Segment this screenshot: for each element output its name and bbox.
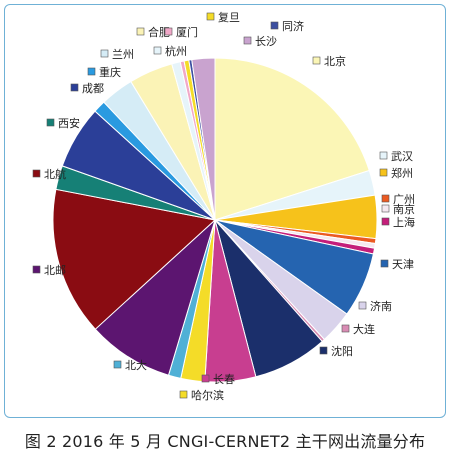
- legend-marker-20: [136, 27, 145, 36]
- slice-label-13: 北大: [125, 358, 147, 372]
- slice-label-14: 北邮: [44, 264, 66, 277]
- slice-label-18: 重庆: [99, 65, 121, 79]
- slice-label-19: 兰州: [112, 48, 134, 61]
- slice-label-10: 沈阳: [331, 344, 353, 358]
- slice-label-2: 武汉: [391, 150, 413, 163]
- legend-marker-3: [379, 168, 388, 177]
- slice-label-7: 天津: [392, 258, 414, 271]
- legend-marker-17: [70, 83, 79, 92]
- pie-slice-14: [94, 218, 216, 376]
- legend-marker-14: [32, 265, 41, 274]
- legend-marker-18: [87, 67, 96, 76]
- slice-label-25: 长沙: [255, 35, 277, 48]
- legend-marker-19: [100, 49, 109, 58]
- slice-label-17: 成都: [82, 82, 104, 95]
- figure-caption: 图 2 2016 年 5 月 CNGI-CERNET2 主干网出流量分布: [24, 432, 426, 451]
- legend-marker-21: [153, 46, 162, 55]
- legend-marker-25: [243, 36, 252, 45]
- slice-label-15: 北航: [44, 167, 66, 181]
- slice-label-16: 西安: [58, 116, 80, 130]
- legend-marker-9: [341, 324, 350, 333]
- slice-label-21: 杭州: [165, 44, 187, 58]
- legend-marker-2: [379, 151, 388, 160]
- pie-slice-1: [214, 57, 370, 221]
- legend-marker-12: [179, 390, 188, 399]
- chart-frame: [4, 4, 446, 418]
- pie-slice-15: [52, 188, 217, 330]
- slice-label-9: 大连: [353, 322, 375, 336]
- legend-marker-10: [319, 346, 328, 355]
- legend-marker-16: [46, 118, 55, 127]
- legend-marker-8: [358, 301, 367, 310]
- legend-marker-6: [381, 217, 390, 226]
- slice-label-5: 南京: [393, 202, 415, 216]
- legend-marker-22: [164, 27, 173, 36]
- slice-label-22: 厦门: [176, 25, 198, 39]
- legend-marker-15: [32, 169, 41, 178]
- legend-marker-7: [380, 259, 389, 268]
- legend-marker-13: [113, 360, 122, 369]
- legend-marker-4: [381, 194, 390, 203]
- slice-label-4: 广州: [393, 193, 415, 206]
- slice-label-8: 济南: [370, 299, 392, 313]
- legend-marker-5: [381, 204, 390, 213]
- pie-slice-25: [191, 57, 216, 221]
- slice-label-24: 同济: [282, 19, 304, 33]
- slice-label-11: 长春: [213, 373, 235, 386]
- legend-marker-11: [201, 374, 210, 383]
- legend-marker-23: [206, 12, 215, 21]
- slice-label-23: 复旦: [218, 10, 240, 24]
- slice-label-3: 郑州: [391, 166, 413, 180]
- slice-label-20: 合肥: [148, 25, 170, 39]
- slice-label-12: 哈尔滨: [191, 388, 224, 402]
- slice-label-1: 北京: [324, 54, 346, 68]
- slice-label-6: 上海: [393, 215, 415, 229]
- legend-marker-24: [270, 21, 279, 30]
- legend-marker-1: [312, 56, 321, 65]
